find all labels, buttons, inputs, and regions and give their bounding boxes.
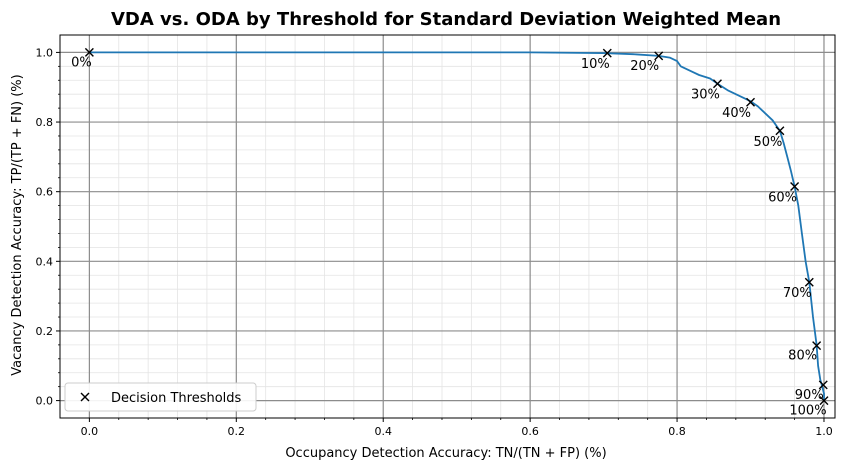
y-tick-label: 0.2 bbox=[36, 325, 54, 338]
threshold-label: 80% bbox=[788, 349, 817, 364]
x-tick-label: 0.2 bbox=[228, 425, 246, 438]
x-tick-label: 0.4 bbox=[374, 425, 392, 438]
threshold-label: 50% bbox=[753, 135, 782, 150]
legend: Decision Thresholds bbox=[64, 382, 257, 412]
y-tick-label: 0.0 bbox=[36, 395, 54, 408]
threshold-marker bbox=[804, 277, 814, 287]
threshold-marker bbox=[819, 396, 829, 406]
threshold-label: 60% bbox=[768, 190, 797, 205]
threshold-label: 0% bbox=[71, 55, 92, 70]
x-tick-label: 1.0 bbox=[815, 425, 833, 438]
x-tick-label: 0.0 bbox=[81, 425, 99, 438]
threshold-marker bbox=[712, 79, 722, 89]
threshold-marker bbox=[812, 341, 822, 351]
threshold-marker bbox=[746, 97, 756, 107]
y-axis-label: Vacancy Detection Accuracy: TP/(TP + FN)… bbox=[10, 74, 25, 375]
y-tick-label: 0.8 bbox=[36, 116, 54, 129]
major-grid bbox=[60, 35, 835, 418]
chart-title: VDA vs. ODA by Threshold for Standard De… bbox=[111, 9, 781, 30]
annotation-layer: 0% 10% 20% 30%40%50% 60% 70% 80% 90%100% bbox=[71, 55, 826, 418]
threshold-label: 90% bbox=[795, 388, 824, 403]
threshold-label: 20% bbox=[630, 59, 659, 74]
threshold-marker bbox=[775, 126, 785, 136]
threshold-marker bbox=[790, 181, 800, 191]
x-axis-label: Occupancy Detection Accuracy: TN/(TN + F… bbox=[285, 446, 606, 461]
x-axis-ticks: 0.0 0.2 0.4 0.6 0.8 1.0 bbox=[81, 418, 833, 438]
legend-entry-decision-thresholds: Decision Thresholds bbox=[111, 391, 242, 406]
marker-layer bbox=[84, 47, 829, 406]
threshold-label: 10% bbox=[581, 57, 610, 72]
threshold-marker bbox=[818, 380, 828, 390]
y-tick-label: 1.0 bbox=[36, 46, 54, 59]
y-axis-ticks: 0.0 0.2 0.4 0.6 0.8 1.0 bbox=[36, 46, 60, 408]
y-tick-label: 0.6 bbox=[36, 186, 54, 199]
minor-grid bbox=[60, 35, 835, 418]
x-tick-label: 0.6 bbox=[521, 425, 539, 438]
legend-marker-x bbox=[80, 392, 90, 402]
x-tick-label: 0.8 bbox=[668, 425, 686, 438]
threshold-marker bbox=[602, 48, 612, 58]
plot-frame bbox=[59, 34, 836, 419]
threshold-marker bbox=[84, 47, 94, 57]
threshold-label: 100% bbox=[789, 404, 826, 419]
threshold-label: 40% bbox=[722, 106, 751, 121]
threshold-label: 70% bbox=[783, 286, 812, 301]
y-tick-label: 0.4 bbox=[36, 255, 54, 268]
threshold-label: 30% bbox=[691, 88, 720, 103]
threshold-marker bbox=[654, 51, 664, 61]
legend-box bbox=[64, 382, 257, 412]
